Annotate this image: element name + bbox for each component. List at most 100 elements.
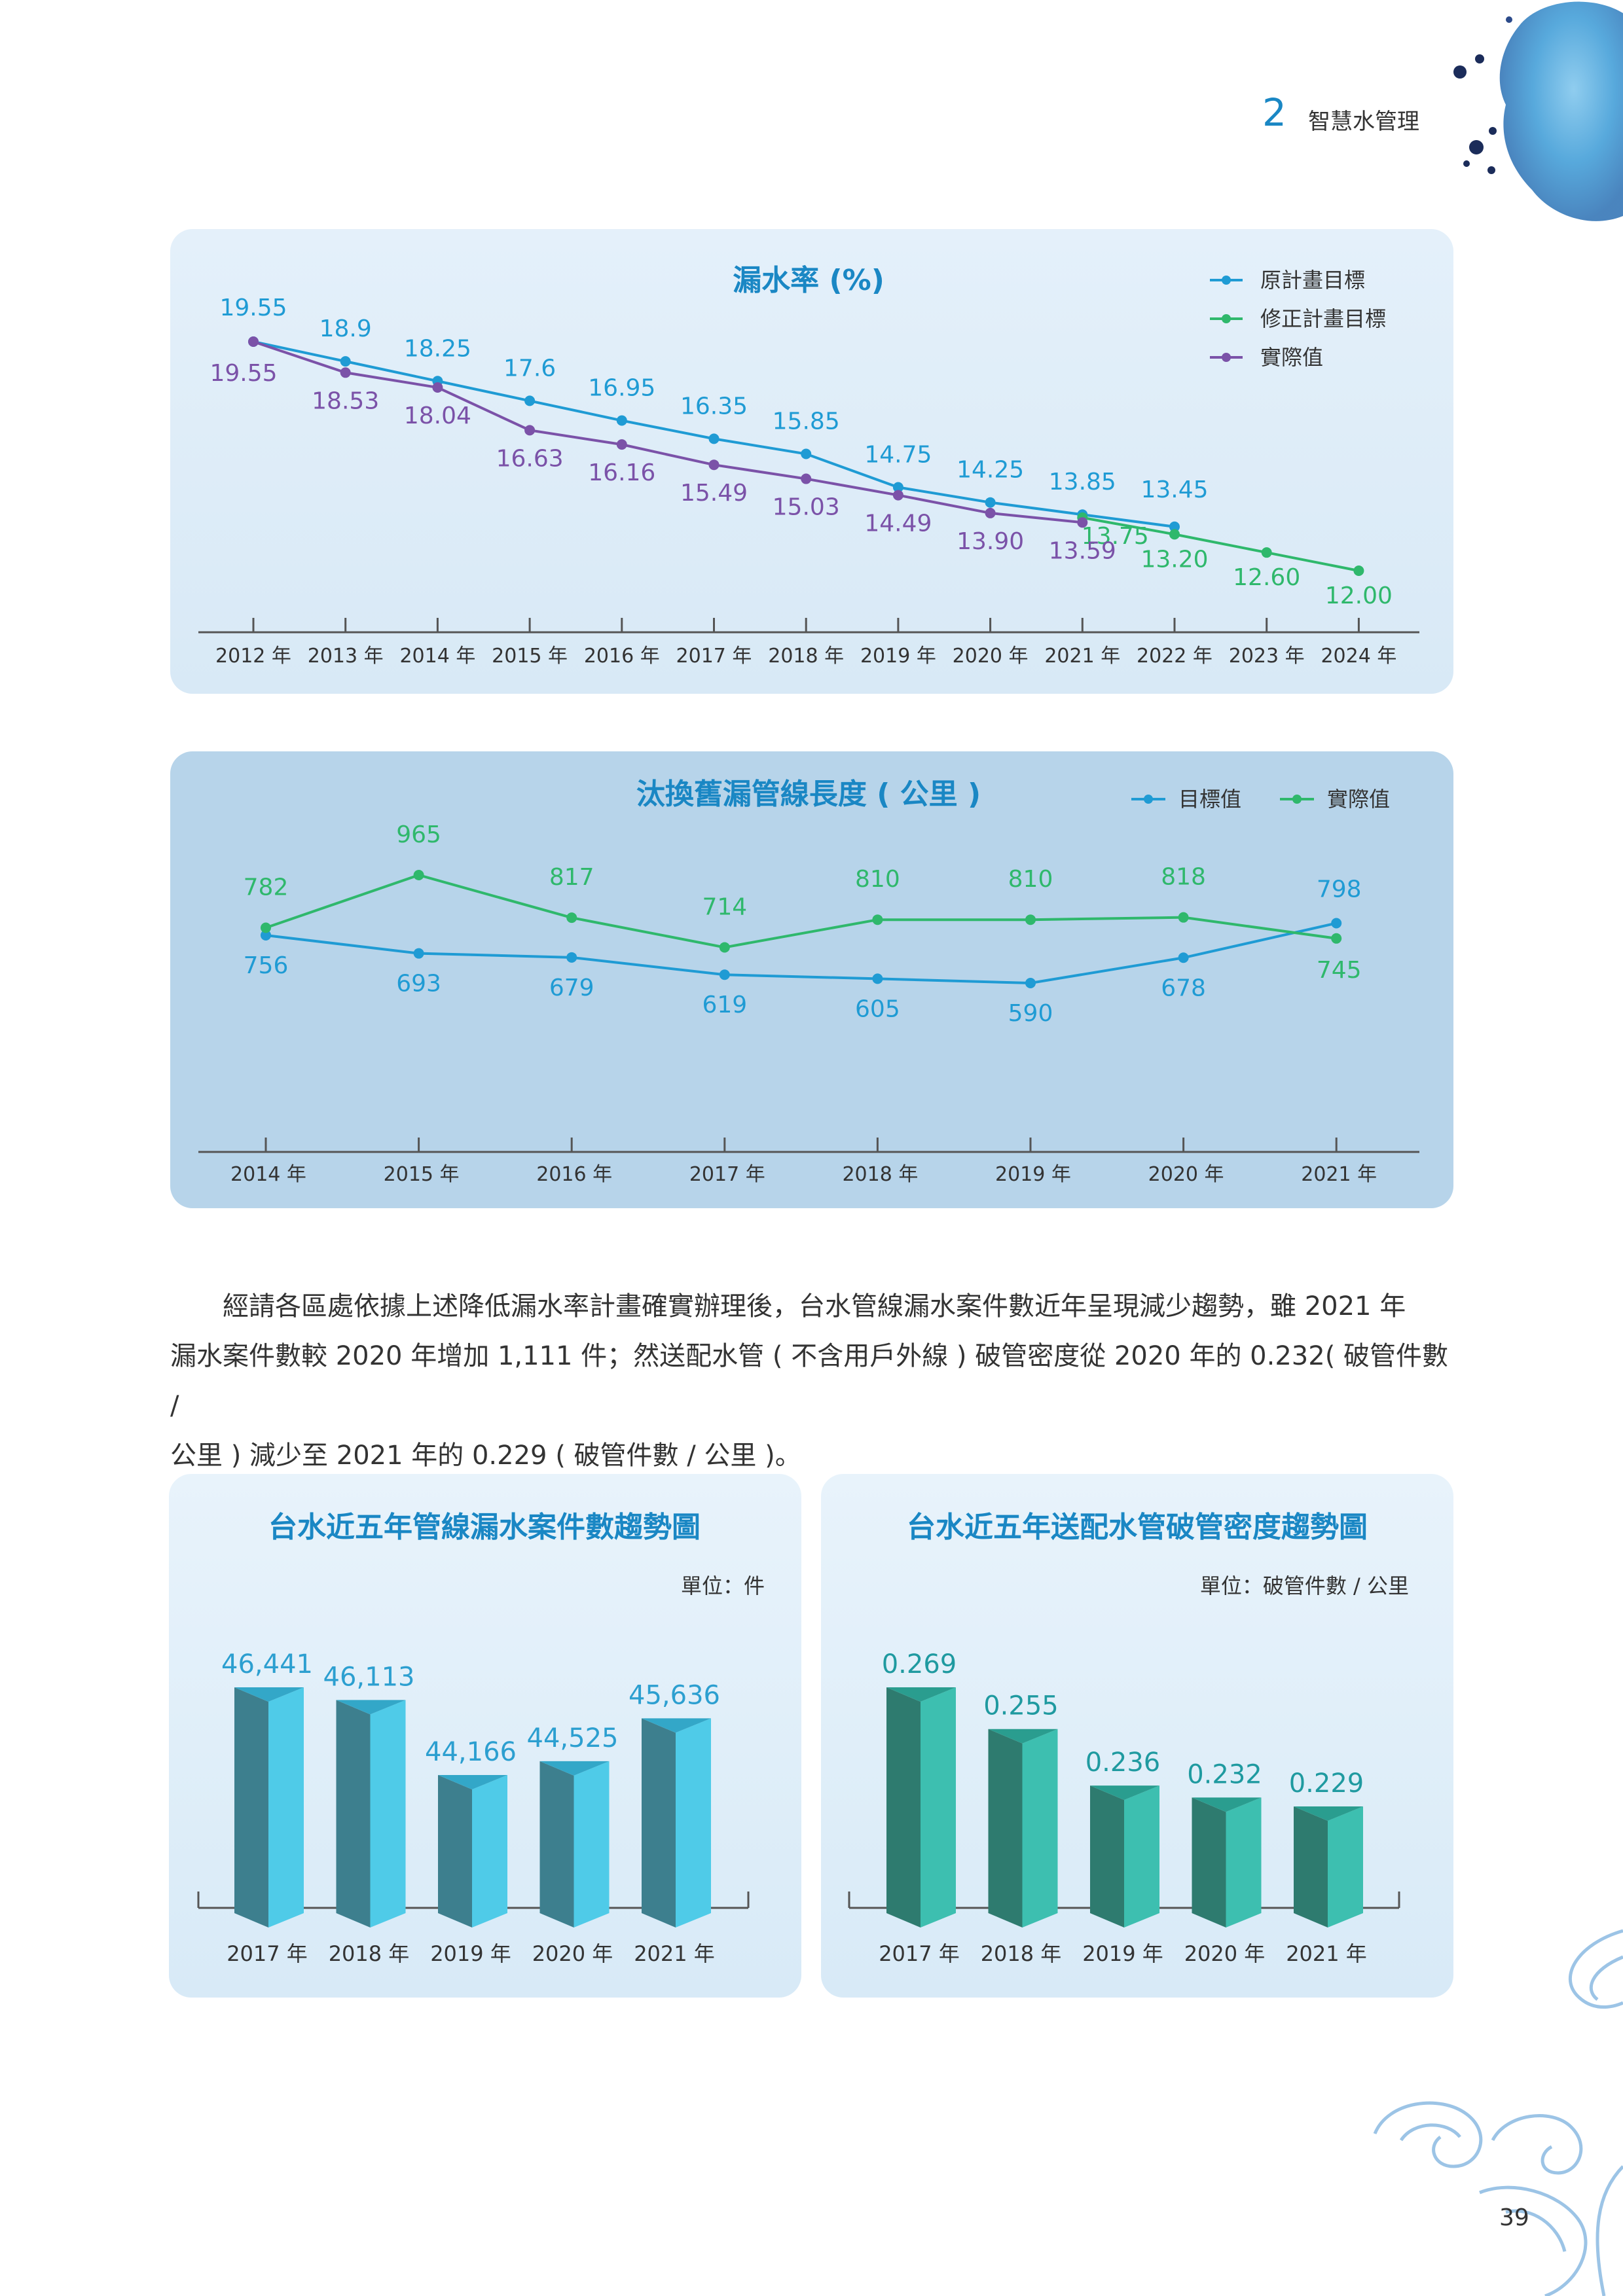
x-tick-label: 2014 年 bbox=[399, 645, 475, 668]
x-tick-label: 2018 年 bbox=[981, 1941, 1062, 1966]
legend-swatch-dot bbox=[1222, 314, 1231, 323]
x-tick-label: 2019 年 bbox=[430, 1941, 511, 1966]
x-tick-label: 2023 年 bbox=[1229, 645, 1305, 668]
bar-front bbox=[574, 1761, 610, 1928]
data-label: 13.59 bbox=[1049, 537, 1116, 564]
data-point bbox=[985, 507, 996, 518]
data-label: 965 bbox=[396, 821, 441, 848]
chart-title: 漏水率 (%) bbox=[733, 264, 884, 297]
data-point bbox=[872, 914, 883, 925]
data-label: 18.25 bbox=[404, 335, 471, 362]
data-point bbox=[616, 415, 627, 426]
unit-label: 單位：件 bbox=[681, 1573, 765, 1598]
chapter-number: 2 bbox=[1262, 90, 1286, 135]
data-label: 18.9 bbox=[319, 315, 372, 342]
data-label: 15.49 bbox=[680, 480, 748, 507]
x-tick-label: 2018 年 bbox=[768, 645, 844, 668]
data-point bbox=[892, 482, 903, 493]
bar-side bbox=[438, 1775, 472, 1928]
bar-value-label: 46,441 bbox=[221, 1649, 313, 1679]
bar-side bbox=[1192, 1797, 1226, 1928]
chart-title: 汰換舊漏管線長度 ( 公里 ) bbox=[636, 778, 981, 811]
data-point bbox=[413, 948, 424, 959]
data-point bbox=[708, 433, 720, 444]
bar-front bbox=[1226, 1797, 1262, 1928]
legend-label: 原計畫目標 bbox=[1260, 268, 1365, 293]
watercolor-splash-decoration bbox=[1453, 1, 1623, 221]
data-point bbox=[1353, 565, 1364, 576]
legend-swatch-dot bbox=[1292, 795, 1302, 804]
bar-top bbox=[642, 1718, 711, 1733]
unit-label: 單位：破管件數 / 公里 bbox=[1200, 1573, 1409, 1598]
series-line bbox=[1082, 516, 1359, 572]
data-label: 818 bbox=[1161, 864, 1206, 891]
data-label: 13.45 bbox=[1140, 476, 1208, 503]
bar-front bbox=[1124, 1785, 1159, 1928]
bar-side bbox=[539, 1761, 574, 1928]
x-tick-label: 2021 年 bbox=[634, 1941, 715, 1966]
data-label: 590 bbox=[1008, 1000, 1053, 1027]
data-point bbox=[616, 439, 627, 450]
data-point bbox=[524, 395, 536, 406]
bar-side bbox=[886, 1687, 921, 1928]
data-label: 16.95 bbox=[588, 375, 655, 402]
legend-label: 目標值 bbox=[1178, 787, 1241, 812]
data-point bbox=[261, 929, 271, 941]
x-tick-label: 2017 年 bbox=[676, 645, 752, 668]
data-point bbox=[1025, 914, 1036, 925]
data-label: 16.16 bbox=[588, 459, 655, 486]
data-point bbox=[1169, 529, 1180, 540]
data-label: 14.25 bbox=[957, 457, 1024, 484]
bar-side bbox=[1294, 1806, 1328, 1928]
x-tick-label: 2020 年 bbox=[1148, 1163, 1224, 1186]
bar-value-label: 44,166 bbox=[425, 1737, 517, 1767]
data-point bbox=[432, 382, 443, 393]
bar-front bbox=[370, 1700, 406, 1928]
data-point bbox=[1169, 521, 1180, 532]
data-label: 678 bbox=[1161, 975, 1206, 1001]
chapter-title: 智慧水管理 bbox=[1308, 109, 1419, 135]
legend-label: 實際值 bbox=[1260, 345, 1323, 370]
data-label: 714 bbox=[702, 893, 747, 920]
data-label: 782 bbox=[244, 874, 289, 901]
data-label: 13.85 bbox=[1049, 469, 1116, 495]
x-tick-label: 2016 年 bbox=[536, 1163, 612, 1186]
bar-side bbox=[642, 1718, 676, 1928]
x-tick-label: 2018 年 bbox=[329, 1941, 410, 1966]
x-tick-label: 2019 年 bbox=[1082, 1941, 1163, 1966]
x-tick-label: 2015 年 bbox=[492, 645, 568, 668]
x-tick-label: 2016 年 bbox=[584, 645, 660, 668]
bar-front bbox=[1022, 1729, 1058, 1928]
data-label: 16.63 bbox=[496, 445, 564, 472]
bar-top bbox=[886, 1687, 956, 1702]
data-point bbox=[1025, 978, 1036, 988]
x-tick-label: 2021 年 bbox=[1286, 1941, 1367, 1966]
bar-value-label: 0.229 bbox=[1289, 1768, 1364, 1799]
legend-label: 修正計畫目標 bbox=[1260, 306, 1386, 331]
data-point bbox=[248, 336, 259, 347]
data-point bbox=[801, 448, 812, 459]
data-point bbox=[340, 367, 351, 378]
data-label: 19.55 bbox=[210, 360, 277, 387]
data-point bbox=[340, 356, 351, 367]
bar-top bbox=[988, 1729, 1058, 1744]
data-label: 13.20 bbox=[1140, 546, 1208, 573]
data-label: 810 bbox=[1008, 866, 1053, 893]
data-point bbox=[1261, 547, 1272, 558]
bar-front bbox=[472, 1775, 507, 1928]
paragraph-line-1: 經請各區處依據上述降低漏水率計畫確實辦理後，台水管線漏水案件數近年呈現減少趨勢，… bbox=[170, 1291, 1406, 1321]
body-paragraph: 經請各區處依據上述降低漏水率計畫確實辦理後，台水管線漏水案件數近年呈現減少趨勢，… bbox=[170, 1282, 1453, 1480]
bar-value-label: 0.236 bbox=[1085, 1748, 1161, 1778]
data-point bbox=[1077, 517, 1088, 528]
legend-swatch-dot bbox=[1222, 353, 1231, 362]
data-label: 817 bbox=[549, 864, 594, 891]
x-tick-label: 2019 年 bbox=[995, 1163, 1071, 1186]
bar-front bbox=[921, 1687, 956, 1928]
data-label: 745 bbox=[1317, 957, 1362, 984]
data-label: 13.90 bbox=[957, 528, 1024, 555]
data-label: 14.75 bbox=[864, 442, 932, 469]
data-label: 693 bbox=[396, 971, 441, 997]
page-number: 39 bbox=[1499, 2204, 1529, 2231]
data-label: 13.75 bbox=[1082, 523, 1149, 550]
data-label: 605 bbox=[855, 996, 900, 1022]
